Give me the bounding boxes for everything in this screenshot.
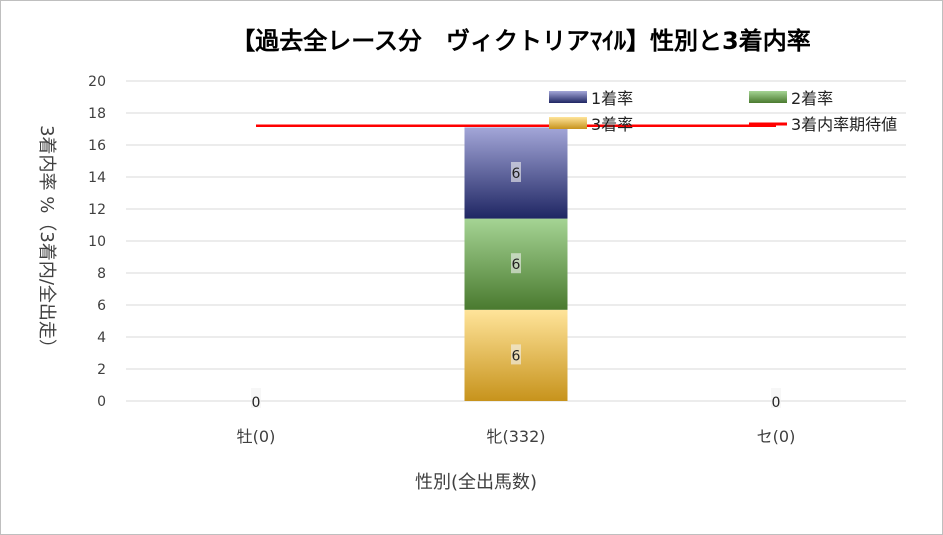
data-label: 0 (772, 395, 781, 411)
y-tick-labels: 0 2 4 6 8 10 12 14 16 18 20 (88, 74, 106, 410)
y-tick-label: 10 (88, 234, 106, 250)
x-axis-label: 性別(全出馬数) (415, 472, 537, 493)
legend-swatch-1chaku (549, 91, 587, 103)
data-label: 0 (252, 395, 261, 411)
chart-title: 【過去全レース分 ヴィクトリアﾏｲﾙ】性別と3着内率 (231, 27, 811, 55)
legend-label-3chaku: 3着率 (591, 115, 633, 134)
y-tick-label: 2 (97, 362, 106, 378)
data-label-bg (511, 253, 521, 274)
x-tick-label: 牝(332) (486, 427, 545, 446)
y-tick-label: 20 (88, 74, 106, 90)
y-tick-label: 0 (97, 394, 106, 410)
data-labels: 0 6 6 6 0 (251, 162, 781, 411)
data-label-bg (251, 388, 261, 408)
y-tick-label: 8 (97, 266, 106, 282)
y-tick-label: 12 (88, 202, 106, 218)
y-tick-label: 14 (88, 170, 106, 186)
legend-label-1chaku: 1着率 (591, 89, 633, 108)
data-label-bg (771, 388, 781, 408)
data-label: 6 (512, 348, 521, 364)
data-label: 6 (512, 257, 521, 273)
y-axis-label: 3着内率 %（3着内/全出走） (36, 125, 57, 357)
legend-swatch-3chaku (549, 117, 587, 129)
data-label-bg (511, 162, 521, 182)
legend-label-2chaku: 2着率 (791, 89, 833, 108)
x-tick-label: 牡(0) (237, 427, 276, 446)
y-tick-label: 16 (88, 138, 106, 154)
legend-label-expected: 3着内率期待値 (791, 115, 897, 134)
y-tick-label: 4 (97, 330, 106, 346)
data-label-bg (511, 344, 521, 365)
legend-swatch-2chaku (749, 91, 787, 103)
y-tick-label: 18 (88, 106, 106, 122)
data-label: 6 (512, 166, 521, 182)
y-tick-label: 6 (97, 298, 106, 314)
x-tick-label: セ(0) (757, 427, 796, 446)
legend: 1着率 2着率 3着率 3着内率期待値 (549, 89, 897, 134)
x-tick-labels: 牡(0) 牝(332) セ(0) (237, 427, 796, 446)
